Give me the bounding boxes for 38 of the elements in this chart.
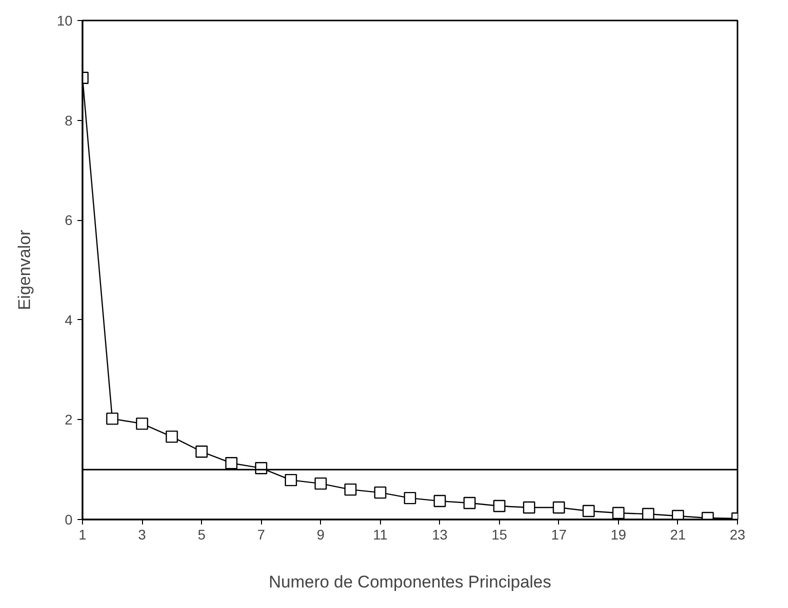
point bbox=[493, 500, 506, 512]
y-axis-title: Eigenvalor bbox=[14, 230, 34, 310]
point bbox=[582, 504, 595, 518]
point bbox=[166, 430, 178, 443]
point bbox=[136, 418, 148, 430]
point bbox=[463, 496, 476, 510]
y-tick-label: 2 bbox=[64, 412, 73, 428]
x-tick-label: 9 bbox=[316, 526, 325, 542]
point bbox=[195, 446, 208, 458]
point bbox=[314, 477, 327, 490]
x-tick-label: 5 bbox=[198, 526, 206, 542]
y-tick-label: 8 bbox=[64, 112, 73, 128]
x-tick-label: 21 bbox=[670, 526, 686, 542]
point bbox=[225, 457, 238, 470]
point bbox=[552, 501, 565, 514]
x-tick-label: 13 bbox=[432, 526, 448, 542]
x-axis-title: Numero de Componentes Principales bbox=[268, 572, 552, 592]
y-tick-label: 4 bbox=[64, 312, 73, 328]
x-tick-label: 7 bbox=[257, 526, 266, 542]
x-tick-label: 15 bbox=[492, 526, 508, 542]
x-tick-label: 3 bbox=[138, 526, 146, 542]
y-tick-label: 0 bbox=[64, 512, 73, 528]
point bbox=[374, 486, 386, 499]
point bbox=[522, 501, 536, 514]
x-tick-label: 17 bbox=[551, 526, 567, 542]
y-tick-label: 10 bbox=[56, 12, 73, 28]
point bbox=[284, 474, 298, 486]
x-tick-label: 23 bbox=[730, 526, 746, 542]
point bbox=[106, 412, 118, 425]
point bbox=[344, 483, 357, 496]
x-tick-label: 19 bbox=[610, 526, 626, 542]
x-tick-label: 1 bbox=[78, 526, 87, 542]
point bbox=[434, 494, 446, 508]
point bbox=[612, 506, 625, 520]
point bbox=[404, 492, 416, 504]
x-tick-label: 11 bbox=[372, 526, 388, 542]
point bbox=[642, 508, 654, 520]
y-tick-label: 6 bbox=[64, 212, 73, 228]
